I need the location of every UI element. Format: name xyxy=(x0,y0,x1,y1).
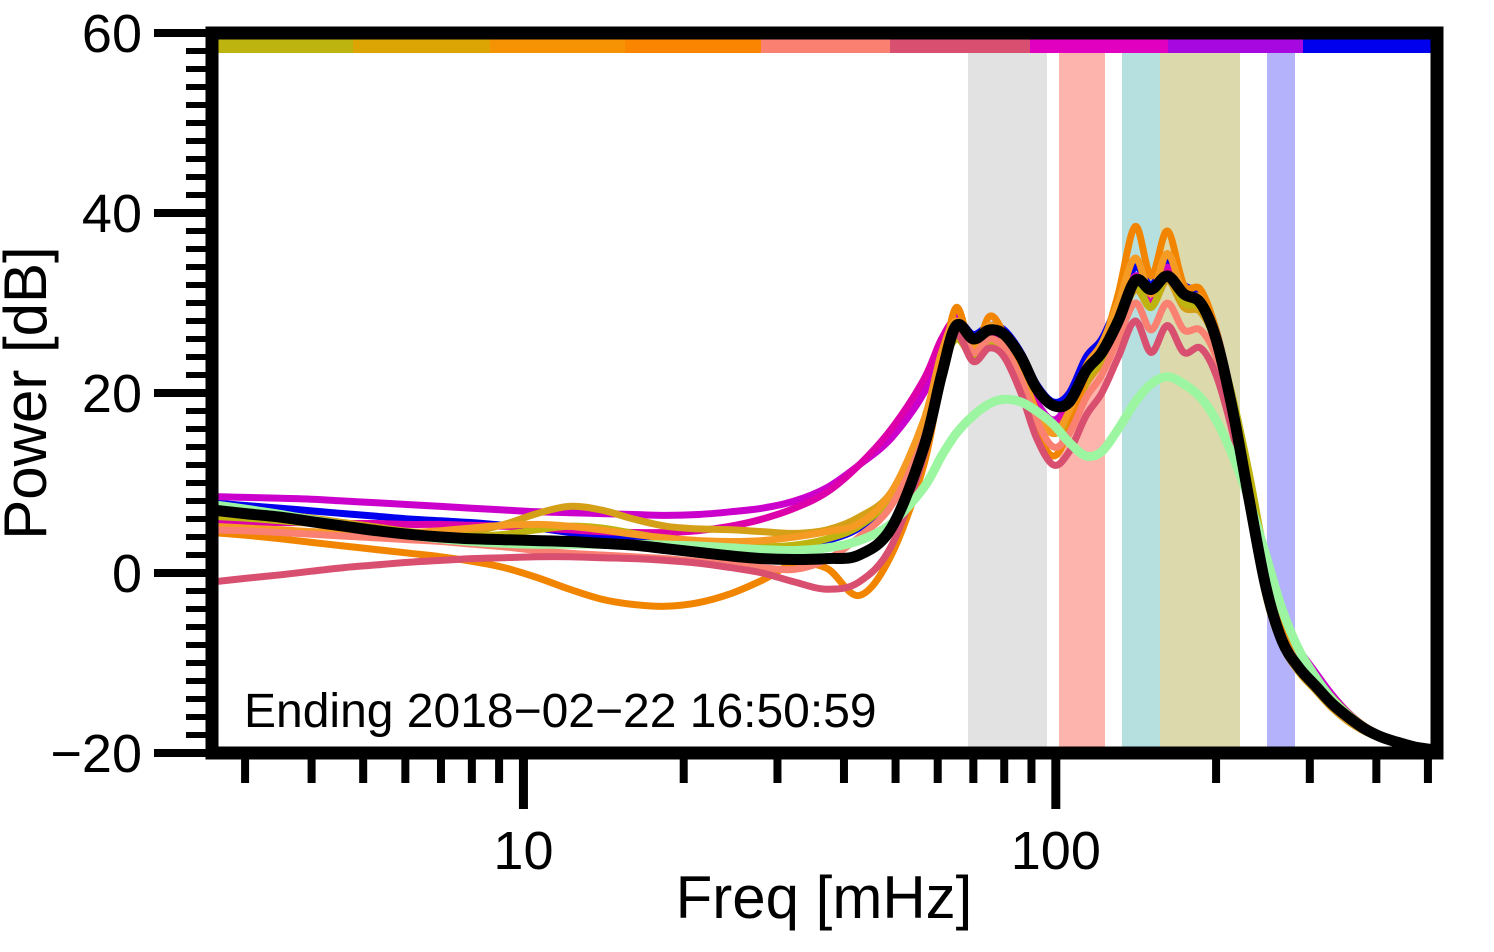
y-axis-title: Power [dB] xyxy=(0,246,59,539)
colorbar-segment-5 xyxy=(890,39,1030,53)
colorbar-segment-3 xyxy=(625,39,761,53)
y-tick-label-20: 20 xyxy=(82,364,142,424)
colorbar-segment-1 xyxy=(353,39,490,53)
x-axis-ticks xyxy=(241,753,1432,809)
colorbar-segment-4 xyxy=(761,39,890,53)
time-colorbar xyxy=(212,39,1437,53)
ending-timestamp-label: Ending 2018−02−22 16:50:59 xyxy=(244,685,877,738)
colorbar-segment-0 xyxy=(212,39,353,53)
y-axis-ticks xyxy=(154,29,212,757)
y-axis-tick-labels: −20 0 20 40 60 xyxy=(50,4,142,784)
colorbar-segment-2 xyxy=(490,39,625,53)
y-tick-label-neg20: −20 xyxy=(50,724,142,784)
colorbar-segment-7 xyxy=(1168,39,1303,53)
colorbar-segment-6 xyxy=(1030,39,1168,53)
y-tick-label-0: 0 xyxy=(112,544,142,604)
colorbar-segment-8 xyxy=(1303,39,1437,53)
y-tick-label-60: 60 xyxy=(82,4,142,64)
x-axis-tick-labels: 10 100 xyxy=(493,821,1100,881)
x-tick-label-100: 100 xyxy=(1011,821,1101,881)
x-tick-label-10: 10 xyxy=(493,821,553,881)
curve-mean xyxy=(212,270,1436,753)
y-tick-label-40: 40 xyxy=(82,184,142,244)
spectra-curves xyxy=(212,222,1436,753)
x-axis-title: Freq [mHz] xyxy=(676,864,973,931)
